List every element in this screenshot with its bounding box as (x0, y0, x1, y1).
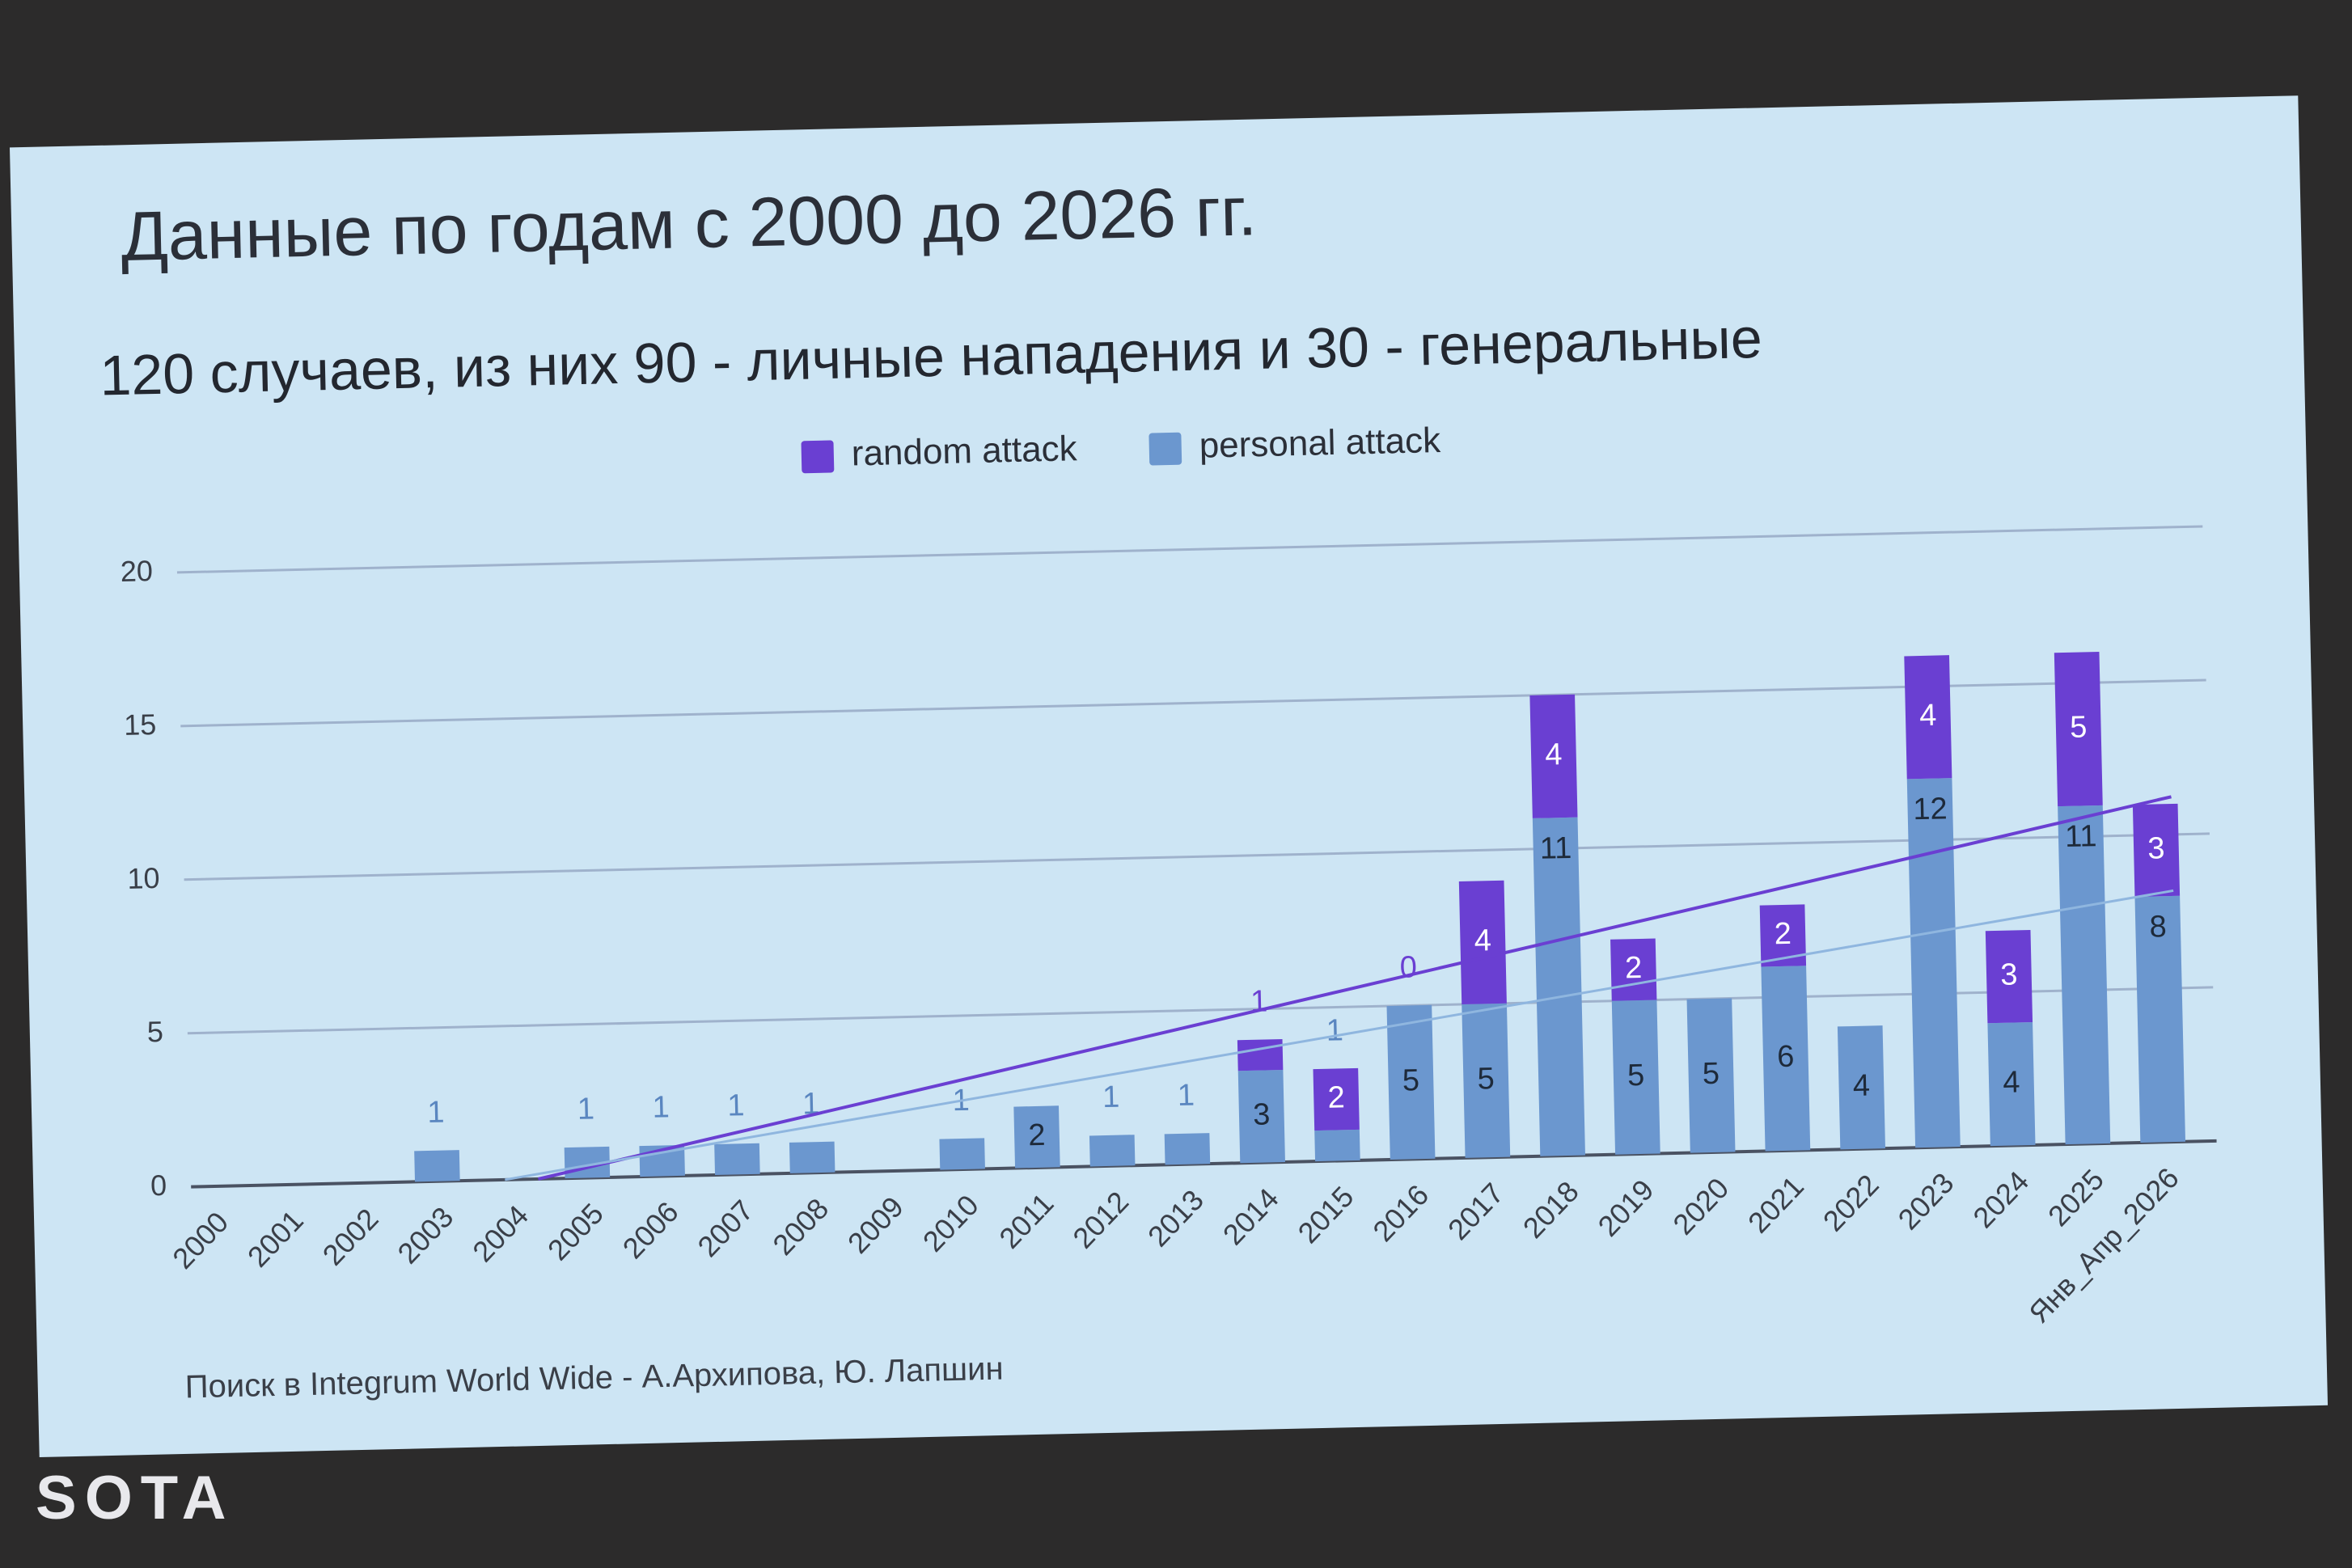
bar-segment (1237, 1069, 1285, 1164)
legend-label: random attack (851, 429, 1078, 473)
y-tick-label: 10 (127, 861, 160, 895)
value-label: 2 (1327, 1080, 1345, 1114)
bar-segment (1611, 1000, 1660, 1155)
value-label: 5 (2070, 710, 2088, 744)
bar-segment (1386, 1004, 1436, 1160)
slide-background (9, 95, 2329, 1458)
value-label: 4 (1919, 699, 1937, 733)
bar-segment (1904, 655, 1952, 780)
value-label: 4 (1852, 1069, 1870, 1103)
value-label: 3 (2000, 957, 2018, 991)
bar-segment (2054, 651, 2103, 807)
y-tick-label: 0 (150, 1169, 167, 1202)
value-label: 1 (427, 1096, 445, 1130)
bar-segment (714, 1143, 760, 1175)
legend-swatch (801, 440, 835, 474)
bar-segment (1089, 1135, 1136, 1167)
value-label: 2 (1028, 1118, 1046, 1152)
y-tick-label: 5 (146, 1015, 163, 1048)
value-label: 11 (2065, 819, 2097, 854)
value-label: 5 (1702, 1057, 1720, 1091)
bar-segment (1532, 817, 1585, 1156)
value-label: 2 (1774, 917, 1791, 951)
value-label: 5 (1477, 1062, 1495, 1096)
y-tick-label: 15 (124, 708, 157, 742)
bar-segment (1837, 1025, 1885, 1150)
watermark: SOTA (36, 1464, 234, 1532)
value-label: 3 (2147, 831, 2165, 865)
value-label: 1 (1250, 984, 1268, 1018)
bar-segment (2134, 895, 2186, 1143)
legend-swatch (1149, 432, 1182, 466)
value-label: 4 (2003, 1065, 2020, 1099)
legend-label: personal attack (1199, 421, 1441, 466)
bar-segment (1759, 904, 1807, 967)
value-label: 11 (1539, 831, 1572, 866)
y-tick-label: 20 (120, 554, 153, 588)
slide: Данные по годам с 2000 до 2026 гг. 120 с… (9, 95, 2329, 1458)
bar-segment (1013, 1105, 1060, 1169)
value-label: 5 (1627, 1059, 1645, 1093)
bar-segment (2058, 805, 2111, 1145)
grid-line (187, 986, 2214, 1035)
grid-line (176, 525, 2203, 574)
trend-line (505, 889, 2174, 1181)
value-label: 12 (1913, 792, 1948, 826)
value-label: 0 (1399, 950, 1417, 984)
value-label: 1 (652, 1090, 670, 1124)
bar-segment (1985, 929, 2033, 1024)
bar-segment (414, 1150, 460, 1182)
value-label: 4 (1474, 923, 1491, 957)
value-label: 3 (1253, 1097, 1271, 1131)
value-label: 1 (577, 1092, 594, 1126)
bar-segment (2132, 803, 2181, 898)
grid-line (184, 832, 2210, 881)
bar-segment (1314, 1129, 1360, 1162)
value-label: 1 (727, 1088, 745, 1122)
grid-line (180, 678, 2206, 728)
bar-segment (1761, 966, 1811, 1152)
value-label: 6 (1777, 1040, 1795, 1074)
bar-segment (1458, 880, 1507, 1004)
bar-segment (939, 1138, 985, 1170)
bar-segment (1164, 1133, 1211, 1165)
value-label: 1 (1326, 1013, 1343, 1047)
trend-line (538, 795, 2172, 1181)
bar-segment (1686, 998, 1736, 1153)
value-label: 1 (1102, 1080, 1120, 1114)
value-label: 5 (1402, 1063, 1419, 1097)
bar-segment (1237, 1039, 1284, 1071)
bar-segment (1462, 1003, 1511, 1158)
bar-segment (1906, 778, 1961, 1148)
bar-segment (1987, 1021, 2036, 1147)
value-label: 4 (1545, 738, 1563, 771)
value-label: 8 (2149, 910, 2167, 944)
value-label: 2 (1625, 951, 1643, 985)
value-label: 1 (1177, 1079, 1195, 1113)
bar-segment (1313, 1067, 1360, 1131)
bar-segment (789, 1141, 835, 1173)
bar-segment (1529, 694, 1578, 818)
